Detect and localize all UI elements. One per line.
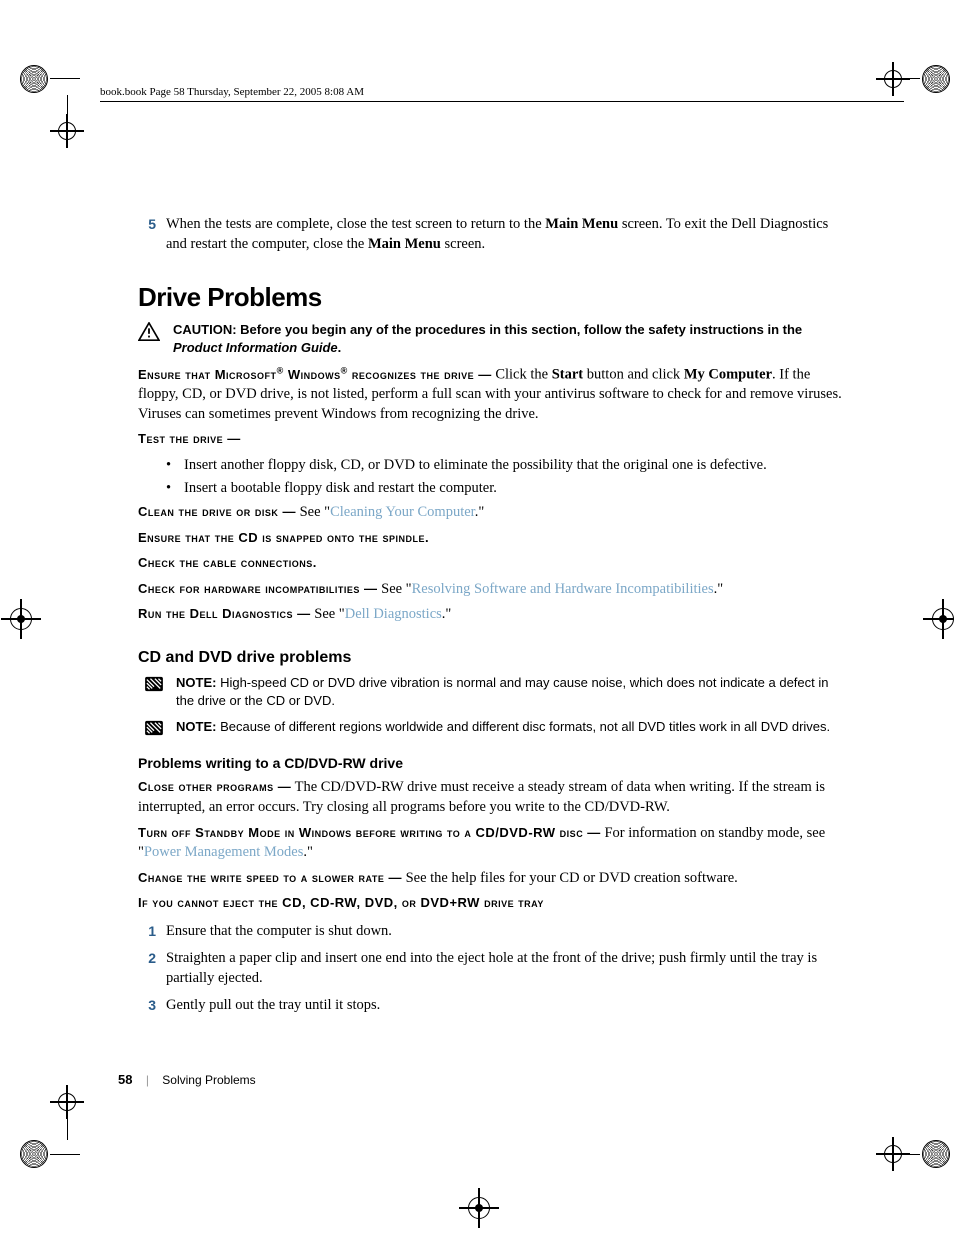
reg-mark — [932, 608, 954, 630]
reg-mark — [10, 608, 32, 630]
heading-drive-problems: Drive Problems — [138, 280, 850, 315]
ensure-cd-snapped: Ensure that the CD is snapped onto the s… — [138, 529, 850, 549]
crop-line — [50, 1154, 80, 1155]
caution-icon — [138, 322, 160, 342]
step-5: 5 When the tests are complete, close the… — [138, 215, 850, 254]
clean-drive: Clean the drive or disk — See "Cleaning … — [138, 503, 850, 523]
step-text: Gently pull out the tray until it stops. — [166, 996, 850, 1016]
crop-line — [67, 95, 68, 145]
link-power-mgmt[interactable]: Power Management Modes — [144, 844, 303, 860]
step-text: Ensure that the computer is shut down. — [166, 922, 850, 942]
crop-mark — [922, 1140, 950, 1168]
footer-section: Solving Problems — [162, 1073, 255, 1087]
note-icon — [144, 676, 164, 692]
step-number: 3 — [138, 996, 166, 1016]
note-block: NOTE: Because of different regions world… — [138, 718, 850, 736]
close-programs: Close other programs — The CD/DVD-RW dri… — [138, 778, 850, 817]
bullet-icon: • — [166, 456, 184, 476]
link-dell-diag[interactable]: Dell Diagnostics — [345, 606, 442, 622]
change-write-speed: Change the write speed to a slower rate … — [138, 869, 850, 889]
cannot-eject: If you cannot eject the CD, CD-RW, DVD, … — [138, 894, 850, 914]
bullet-text: Insert a bootable floppy disk and restar… — [184, 479, 850, 499]
test-the-drive: Test the drive — — [138, 430, 850, 450]
note-text: NOTE: High-speed CD or DVD drive vibrati… — [176, 674, 850, 709]
heading-problems-writing: Problems writing to a CD/DVD-RW drive — [138, 754, 850, 773]
crop-line — [67, 1090, 68, 1140]
step-1: 1 Ensure that the computer is shut down. — [138, 922, 850, 942]
step-text: When the tests are complete, close the t… — [166, 215, 850, 254]
check-cable: Check the cable connections. — [138, 554, 850, 574]
link-cleaning[interactable]: Cleaning Your Computer — [330, 504, 475, 520]
heading-cd-dvd-problems: CD and DVD drive problems — [138, 647, 850, 669]
page-footer: 58 | Solving Problems — [118, 1072, 256, 1087]
reg-mark — [468, 1197, 490, 1219]
crop-mark — [20, 65, 48, 93]
run-dell-diag: Run the Dell Diagnostics — See "Dell Dia… — [138, 605, 850, 625]
caution-block: CAUTION: Before you begin any of the pro… — [138, 321, 850, 356]
step-3: 3 Gently pull out the tray until it stop… — [138, 996, 850, 1016]
crop-mark — [922, 65, 950, 93]
page-header: book.book Page 58 Thursday, September 22… — [100, 86, 904, 102]
link-resolving[interactable]: Resolving Software and Hardware Incompat… — [412, 581, 714, 597]
bullet-item: • Insert a bootable floppy disk and rest… — [166, 479, 850, 499]
crop-line — [890, 78, 920, 79]
bullet-item: • Insert another floppy disk, CD, or DVD… — [166, 456, 850, 476]
turn-off-standby: Turn off Standby Mode in Windows before … — [138, 824, 850, 863]
page-number: 58 — [118, 1072, 132, 1087]
crop-line — [50, 78, 80, 79]
bullet-text: Insert another floppy disk, CD, or DVD t… — [184, 456, 850, 476]
note-block: NOTE: High-speed CD or DVD drive vibrati… — [138, 674, 850, 709]
ensure-windows-recognizes: Ensure that Microsoft® Windows® recogniz… — [138, 364, 850, 424]
step-number: 2 — [138, 949, 166, 988]
caution-text: CAUTION: Before you begin any of the pro… — [173, 321, 850, 356]
step-number: 1 — [138, 922, 166, 942]
bullet-icon: • — [166, 479, 184, 499]
crop-line — [890, 1154, 920, 1155]
note-icon — [144, 720, 164, 736]
check-hardware-incompat: Check for hardware incompatibilities — S… — [138, 580, 850, 600]
step-number: 5 — [138, 215, 166, 254]
page-content: 5 When the tests are complete, close the… — [138, 215, 850, 1024]
step-text: Straighten a paper clip and insert one e… — [166, 949, 850, 988]
crop-mark — [20, 1140, 48, 1168]
note-text: NOTE: Because of different regions world… — [176, 718, 850, 736]
footer-separator: | — [146, 1073, 149, 1087]
step-2: 2 Straighten a paper clip and insert one… — [138, 949, 850, 988]
